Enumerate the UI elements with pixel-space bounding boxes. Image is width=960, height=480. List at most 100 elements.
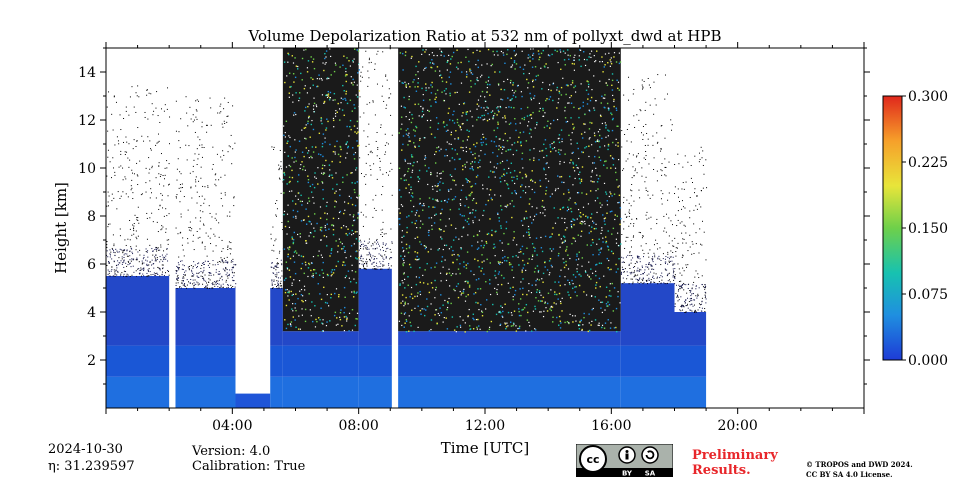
fringe-speck	[123, 249, 125, 251]
noise-speck	[652, 144, 654, 146]
noise-speck-white	[432, 188, 434, 190]
fringe-speck	[653, 281, 655, 283]
noise-speck	[526, 106, 529, 109]
noise-speck	[500, 274, 503, 277]
fringe-speck	[152, 263, 154, 265]
noise-speck	[424, 164, 427, 167]
noise-speck	[481, 114, 483, 117]
noise-speck	[349, 119, 352, 122]
noise-speck	[553, 141, 555, 143]
noise-speck-white	[333, 126, 335, 128]
noise-speck	[286, 142, 288, 144]
noise-speck	[516, 175, 518, 177]
noise-speck	[191, 275, 193, 277]
noise-speck	[437, 249, 439, 251]
noise-speck	[326, 321, 328, 323]
noise-speck	[431, 287, 434, 289]
noise-speck	[287, 323, 289, 326]
noise-speck	[405, 129, 407, 132]
noise-speck	[278, 285, 280, 287]
noise-speck	[347, 270, 350, 272]
noise-speck-white	[587, 274, 589, 276]
noise-speck	[482, 141, 484, 144]
noise-speck	[329, 320, 331, 322]
fringe-speck	[638, 271, 640, 273]
noise-speck	[586, 58, 588, 61]
fringe-speck	[126, 275, 128, 277]
noise-speck	[472, 313, 475, 315]
noise-speck	[305, 138, 307, 140]
noise-speck	[182, 276, 184, 278]
noise-speck	[628, 225, 630, 227]
noise-speck	[343, 316, 346, 318]
noise-speck	[605, 240, 608, 243]
fringe-speck	[197, 276, 199, 278]
fringe-speck	[233, 275, 235, 277]
noise-speck-white	[294, 307, 296, 309]
noise-speck	[538, 290, 541, 292]
noise-speck-white	[618, 52, 621, 54]
noise-speck	[313, 186, 316, 189]
noise-speck	[295, 326, 297, 329]
noise-speck	[535, 237, 538, 239]
fringe-speck	[377, 266, 379, 268]
noise-speck	[408, 330, 410, 332]
noise-speck-white	[315, 105, 318, 108]
noise-speck	[626, 199, 628, 201]
noise-speck-white	[497, 54, 499, 56]
noise-speck-white	[570, 84, 572, 86]
noise-speck	[434, 206, 436, 209]
noise-speck	[398, 218, 400, 220]
noise-speck	[677, 296, 679, 298]
noise-speck	[653, 252, 655, 254]
fringe-speck	[630, 259, 632, 261]
noise-speck	[549, 257, 552, 260]
noise-speck	[334, 99, 336, 101]
noise-speck	[319, 319, 321, 321]
noise-speck	[446, 272, 448, 275]
noise-speck	[464, 205, 466, 207]
noise-speck	[464, 331, 466, 333]
noise-speck	[162, 264, 164, 266]
noise-speck	[403, 235, 405, 237]
noise-speck	[566, 209, 569, 212]
noise-speck	[320, 117, 322, 119]
noise-speck	[660, 147, 662, 149]
noise-speck	[180, 216, 182, 218]
noise-speck	[668, 235, 670, 237]
noise-speck	[633, 223, 635, 225]
noise-speck	[188, 229, 190, 231]
noise-speck-white	[334, 115, 337, 117]
noise-speck	[435, 117, 438, 119]
noise-speck	[450, 58, 452, 60]
noise-speck-white	[356, 231, 358, 233]
noise-speck	[578, 251, 580, 253]
noise-speck	[210, 124, 212, 126]
noise-speck	[215, 173, 217, 175]
noise-speck	[162, 207, 164, 209]
noise-speck	[672, 263, 674, 265]
noise-speck	[636, 218, 638, 220]
noise-speck	[462, 168, 464, 171]
fringe-speck	[636, 270, 638, 272]
noise-speck	[681, 200, 683, 202]
noise-speck	[169, 116, 171, 118]
noise-speck	[487, 199, 490, 202]
cc-by-sa-icon[interactable]: cc BY SA	[576, 444, 673, 477]
noise-speck	[558, 234, 560, 236]
noise-speck	[691, 253, 693, 255]
fringe-speck	[204, 260, 206, 262]
noise-speck	[381, 255, 383, 257]
noise-speck	[466, 119, 468, 121]
noise-speck	[410, 293, 413, 295]
noise-speck-white	[299, 236, 301, 238]
fringe-speck	[361, 263, 363, 265]
fringe-speck	[677, 294, 679, 296]
noise-speck	[600, 102, 602, 104]
fringe-speck	[231, 277, 233, 279]
noise-speck	[645, 187, 647, 189]
noise-speck	[351, 203, 354, 206]
noise-speck	[629, 267, 631, 269]
noise-speck	[521, 245, 524, 248]
fringe-speck	[143, 254, 145, 256]
